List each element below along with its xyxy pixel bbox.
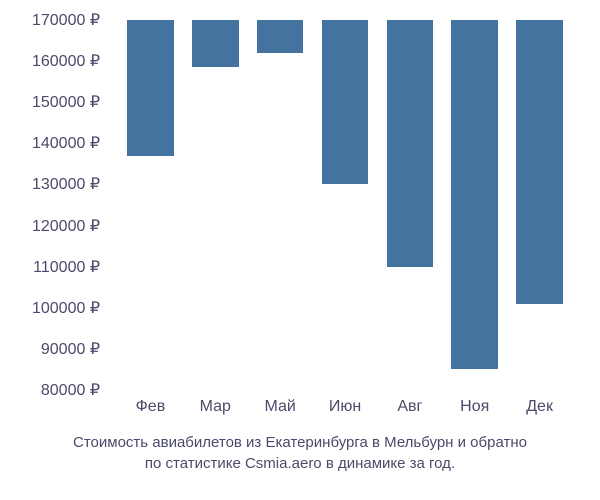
caption-line-1: Стоимость авиабилетов из Екатеринбурга в…: [12, 432, 588, 453]
bar: [451, 20, 498, 369]
bar: [192, 20, 239, 67]
bar: [127, 20, 174, 156]
x-tick-label: Ноя: [442, 398, 507, 416]
bar: [387, 20, 434, 267]
bar-slot: [442, 20, 507, 390]
y-tick-label: 160000 ₽: [0, 51, 100, 71]
y-tick-label: 120000 ₽: [0, 216, 100, 236]
bars-group: [110, 20, 580, 390]
y-tick-label: 80000 ₽: [0, 380, 100, 400]
y-tick-label: 110000 ₽: [0, 257, 100, 277]
x-tick-label: Фев: [118, 398, 183, 416]
bar-slot: [377, 20, 442, 390]
bar-slot: [507, 20, 572, 390]
x-tick-label: Мар: [183, 398, 248, 416]
x-tick-label: Июн: [313, 398, 378, 416]
y-tick-label: 170000 ₽: [0, 10, 100, 30]
y-axis: 80000 ₽90000 ₽100000 ₽110000 ₽120000 ₽13…: [0, 20, 110, 390]
bar-slot: [183, 20, 248, 390]
price-chart: 80000 ₽ 90000 ₽ 100000 ₽ 110000 ₽ 120000 ₽ 13…: [0, 0, 600, 500]
plot-area: [110, 20, 580, 390]
bar-slot: [248, 20, 313, 390]
caption-line-2: по статистике Csmia.aero в динамике за г…: [12, 453, 588, 474]
x-tick-label: Дек: [507, 398, 572, 416]
x-tick-label: Май: [248, 398, 313, 416]
x-tick-label: Авг: [377, 398, 442, 416]
y-tick-label: 100000 ₽: [0, 298, 100, 318]
bar-slot: [313, 20, 378, 390]
bar: [257, 20, 304, 53]
y-tick-label: 150000 ₽: [0, 92, 100, 112]
x-axis: ФевМарМайИюнАвгНояДек: [110, 398, 580, 416]
bar: [322, 20, 369, 184]
chart-caption: Стоимость авиабилетов из Екатеринбурга в…: [0, 432, 600, 474]
bar-slot: [118, 20, 183, 390]
y-tick-label: 90000 ₽: [0, 339, 100, 359]
bar: [516, 20, 563, 304]
y-tick-label: 140000 ₽: [0, 133, 100, 153]
y-tick-label: 130000 ₽: [0, 174, 100, 194]
